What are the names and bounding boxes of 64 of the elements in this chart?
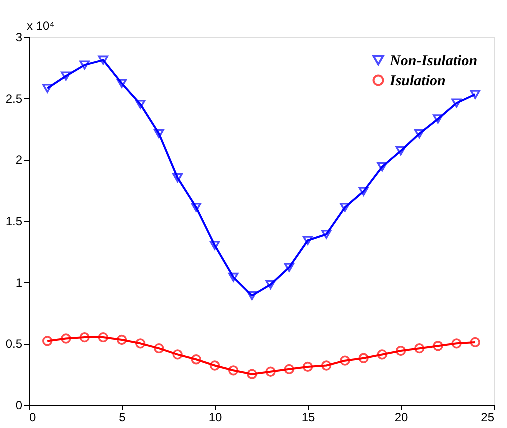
point bbox=[98, 332, 108, 343]
point bbox=[302, 236, 314, 246]
point bbox=[172, 350, 183, 360]
point bbox=[191, 202, 202, 212]
point bbox=[136, 338, 146, 349]
x-tick-label: 15 bbox=[302, 410, 316, 424]
point bbox=[61, 334, 72, 344]
point bbox=[228, 272, 239, 282]
point bbox=[210, 241, 220, 250]
point bbox=[42, 336, 53, 346]
point bbox=[470, 90, 480, 100]
y-tick-label: 1.5 bbox=[6, 214, 23, 228]
point bbox=[377, 350, 388, 360]
point bbox=[358, 353, 369, 364]
point bbox=[154, 344, 164, 354]
point bbox=[247, 291, 258, 300]
point bbox=[136, 100, 146, 109]
point bbox=[116, 334, 128, 346]
legend-label: Isulation bbox=[389, 74, 446, 90]
y-tick-label: 0.5 bbox=[6, 337, 23, 352]
point bbox=[377, 162, 388, 172]
x-tick-label: 0 bbox=[30, 410, 36, 424]
point bbox=[61, 72, 72, 81]
y-tick-label: 2 bbox=[16, 153, 23, 168]
point bbox=[228, 366, 239, 376]
point bbox=[42, 84, 53, 94]
y-tick-label: 2.5 bbox=[6, 92, 23, 106]
point bbox=[340, 202, 350, 212]
point bbox=[414, 344, 425, 354]
point bbox=[452, 338, 462, 349]
point bbox=[322, 230, 332, 240]
point bbox=[266, 280, 276, 290]
point bbox=[210, 360, 220, 371]
x-tick-label: 20 bbox=[394, 410, 408, 424]
point bbox=[284, 263, 294, 272]
point bbox=[172, 174, 183, 183]
point bbox=[452, 98, 462, 108]
x-tick-label: 25 bbox=[481, 410, 495, 424]
point bbox=[396, 346, 406, 356]
point bbox=[433, 114, 444, 124]
point bbox=[284, 364, 294, 374]
point bbox=[191, 354, 202, 365]
point bbox=[358, 187, 369, 196]
point bbox=[80, 332, 90, 343]
point bbox=[247, 369, 258, 380]
y-tick-label: 1 bbox=[16, 276, 23, 290]
legend-label: Non-Isulation bbox=[389, 54, 478, 70]
y-tick-label: 3 bbox=[16, 30, 23, 44]
point bbox=[116, 79, 128, 88]
x-tick-label: 5 bbox=[119, 410, 126, 424]
x-tick-label: 10 bbox=[208, 410, 222, 424]
y-tick-label: 0 bbox=[16, 398, 23, 412]
point bbox=[433, 341, 444, 352]
point bbox=[154, 129, 164, 138]
point bbox=[80, 60, 90, 70]
point bbox=[396, 146, 406, 156]
point bbox=[340, 356, 350, 366]
point bbox=[266, 366, 276, 377]
text: x 10⁴ bbox=[27, 19, 55, 33]
point bbox=[322, 360, 332, 371]
point bbox=[302, 362, 314, 372]
point bbox=[470, 337, 480, 348]
point bbox=[98, 56, 108, 65]
point bbox=[414, 129, 425, 138]
